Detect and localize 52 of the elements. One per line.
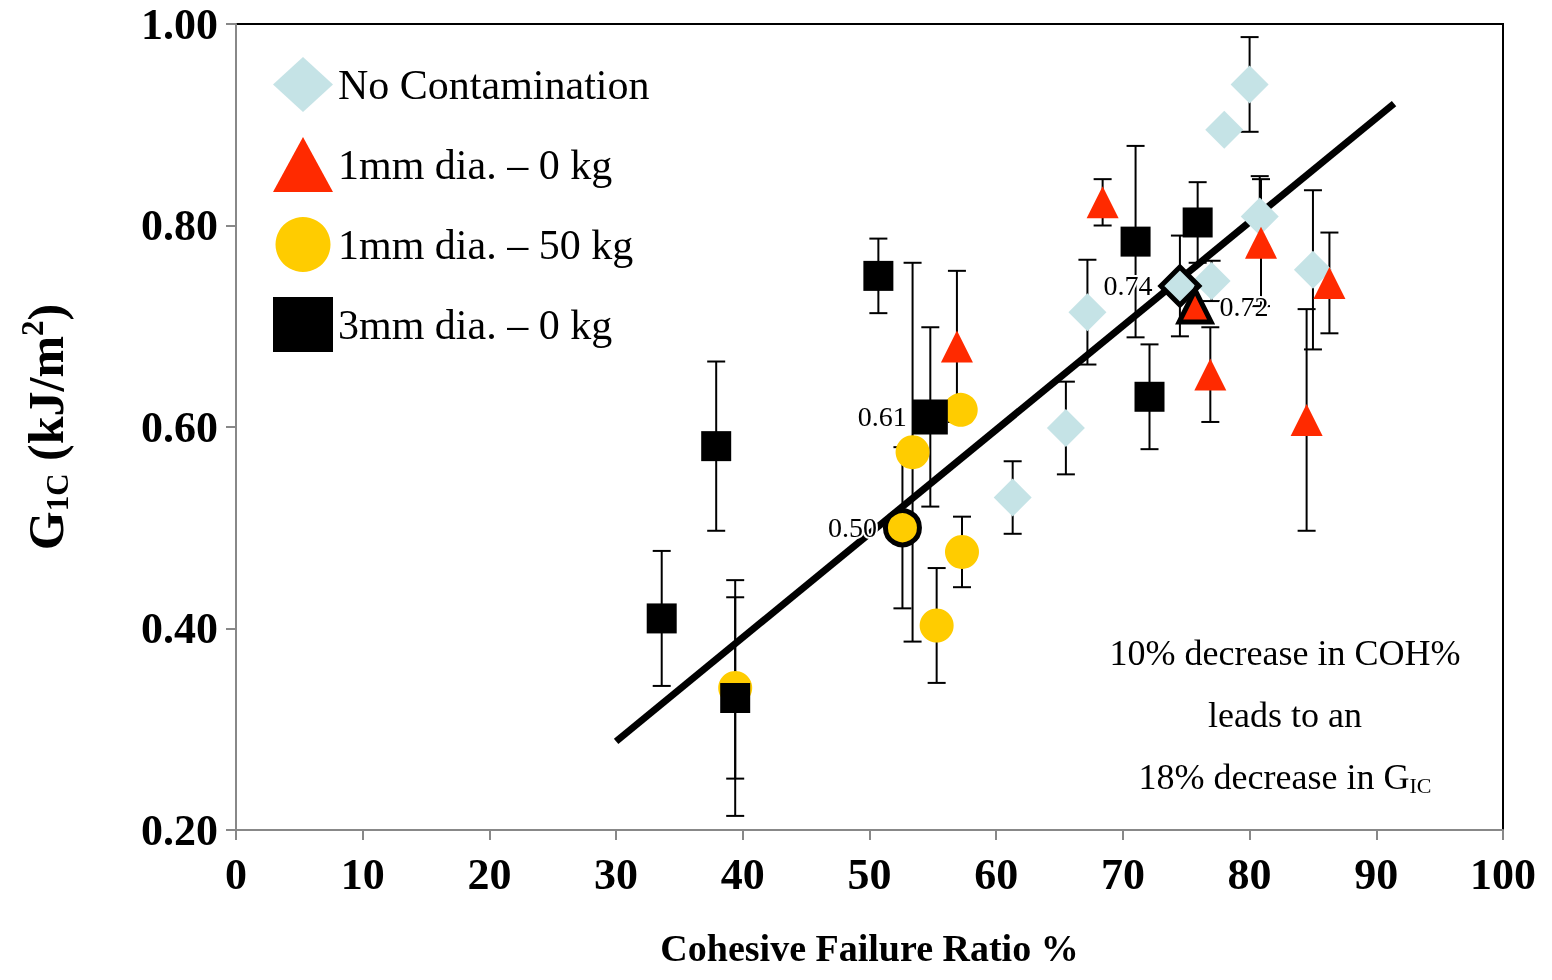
x-tick-label: 30 [594, 849, 639, 899]
x-tick-label: 60 [974, 849, 1019, 899]
x-tick-label: 50 [847, 849, 892, 899]
point [1120, 226, 1151, 257]
point [720, 683, 751, 714]
x-tick-label: 20 [467, 849, 512, 899]
point [701, 431, 732, 462]
y-axis-title: G1C (kJ/m2) [14, 303, 75, 551]
legend-label: 1mm dia. – 50 kg [338, 221, 634, 268]
x-tick-label: 10 [340, 849, 385, 899]
point [940, 330, 973, 363]
point [1192, 261, 1231, 300]
x-tick-label: 90 [1354, 849, 1399, 899]
x-tick-label: 70 [1100, 849, 1145, 899]
x-tick-label: 100 [1470, 849, 1536, 899]
point [945, 534, 979, 569]
point [1068, 293, 1107, 332]
point [912, 399, 948, 435]
legend-label: No Contamination [338, 61, 650, 108]
point [1240, 197, 1279, 236]
y-tick-label: 0.60 [141, 402, 218, 452]
point [646, 603, 677, 634]
x-axis-title: Cohesive Failure Ratio % [660, 927, 1079, 969]
legend-label: 3mm dia. – 0 kg [338, 301, 613, 348]
y-tick-label: 0.20 [141, 805, 218, 855]
point [895, 435, 930, 470]
point [1245, 226, 1277, 259]
x-tick-label: 0 [225, 849, 247, 899]
data-label: 0.50 [827, 512, 877, 544]
point [1046, 409, 1085, 448]
point [1086, 186, 1119, 219]
point [1290, 403, 1323, 436]
point [993, 478, 1032, 517]
x-tick-label: 80 [1227, 849, 1272, 899]
point [1205, 110, 1244, 149]
point [882, 508, 922, 548]
legend-label: 1mm dia. – 0 kg [338, 141, 613, 188]
point [1230, 65, 1269, 104]
annotation: 10% decrease in COH% leads to an 18% decrease in GIC [1109, 633, 1461, 798]
y-tick-label: 0.80 [141, 201, 218, 250]
point [919, 608, 954, 643]
y-tick-label: 0.40 [141, 604, 218, 653]
point [1134, 381, 1165, 412]
point [1293, 250, 1332, 289]
x-tick-label: 40 [720, 849, 765, 899]
y-tick-label: 1.00 [141, 0, 218, 49]
data-label: 0.61 [857, 401, 907, 433]
data-label: 0.72 [1219, 290, 1269, 322]
point [1158, 264, 1202, 308]
point [863, 260, 894, 291]
point [1194, 358, 1227, 391]
point [1182, 207, 1213, 238]
